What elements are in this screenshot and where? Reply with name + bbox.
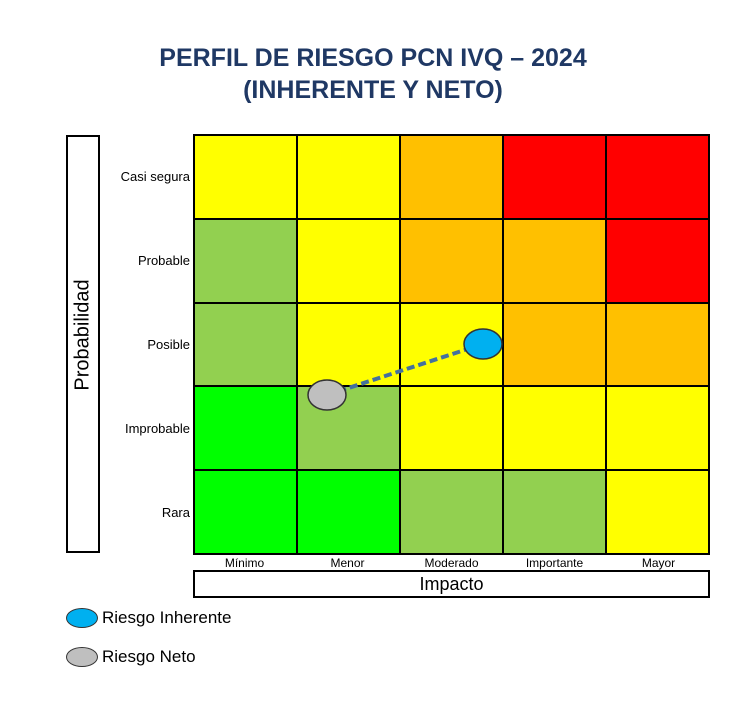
matrix-cell-r1-c4 — [503, 135, 606, 219]
matrix-cell-r3-c1 — [194, 302, 297, 387]
col-label-minimo: Mínimo — [224, 556, 265, 570]
matrix-cell-r2-c3 — [400, 218, 503, 303]
legend-swatch-net — [66, 647, 98, 667]
chart-title-line2: (INHERENTE Y NETO) — [243, 76, 503, 104]
chart-title-line1: PERFIL DE RIESGO PCN IVQ – 2024 — [159, 44, 587, 72]
matrix-cell-r3-c3 — [400, 302, 503, 387]
matrix-cell-r3-c4 — [503, 302, 606, 387]
matrix-cell-r5-c4 — [503, 470, 606, 554]
row-label-improbable: Improbable — [124, 421, 190, 436]
matrix-cell-r3-c5 — [606, 302, 709, 387]
matrix-cell-r5-c2 — [297, 470, 400, 554]
y-axis-label: Probabilidad — [71, 279, 94, 391]
matrix-cell-r4-c1 — [194, 386, 297, 471]
matrix-cell-r4-c4 — [503, 386, 606, 471]
legend-swatch-inherent — [66, 608, 98, 628]
row-label-probable: Probable — [137, 253, 190, 268]
col-label-importante: Importante — [525, 556, 584, 570]
matrix-cell-r4-c5 — [606, 386, 709, 471]
matrix-cell-r1-c1 — [194, 135, 297, 219]
legend-label-net: Riesgo Neto — [102, 647, 196, 666]
col-label-moderado: Moderado — [424, 556, 479, 570]
row-label-casi-segura: Casi segura — [120, 169, 190, 184]
matrix-cell-r4-c2 — [297, 386, 400, 471]
matrix-cell-r1-c2 — [297, 135, 400, 219]
risk-matrix — [193, 134, 710, 555]
row-label-posible: Posible — [147, 337, 190, 352]
matrix-cell-r3-c2 — [297, 302, 400, 387]
matrix-cell-r2-c5 — [606, 218, 709, 303]
row-label-rara: Rara — [161, 505, 190, 520]
matrix-cell-r2-c4 — [503, 218, 606, 303]
y-axis-label-box — [66, 135, 100, 553]
matrix-cell-r1-c5 — [606, 135, 709, 219]
col-label-menor: Menor — [330, 556, 365, 570]
matrix-cell-r5-c3 — [400, 470, 503, 554]
matrix-cell-r2-c1 — [194, 218, 297, 303]
col-label-mayor: Mayor — [641, 556, 676, 570]
legend-item-inherent: Riesgo Inherente — [66, 608, 231, 628]
matrix-cell-r1-c3 — [400, 135, 503, 219]
matrix-cell-r5-c5 — [606, 470, 709, 554]
legend-item-net: Riesgo Neto — [66, 647, 196, 667]
matrix-cell-r5-c1 — [194, 470, 297, 554]
matrix-cell-r4-c3 — [400, 386, 503, 471]
x-axis-label: Impacto — [193, 570, 710, 598]
legend-label-inherent: Riesgo Inherente — [102, 608, 232, 627]
matrix-cell-r2-c2 — [297, 218, 400, 303]
